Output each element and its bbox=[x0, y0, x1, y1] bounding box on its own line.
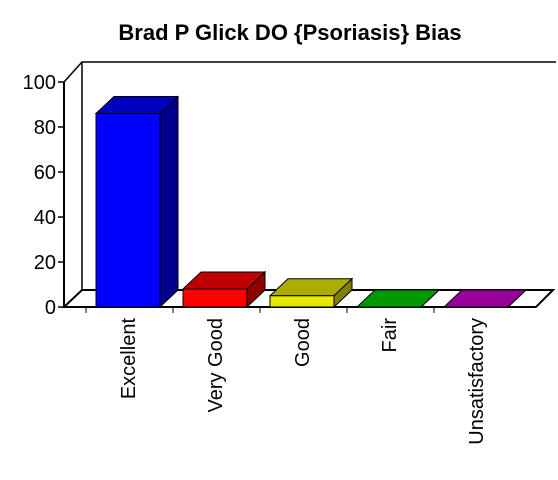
back-wall bbox=[63, 61, 556, 83]
x-tick-label: Very Good bbox=[205, 318, 227, 413]
bar bbox=[182, 288, 248, 308]
x-tick-label: Fair bbox=[379, 318, 401, 353]
bar-side bbox=[159, 95, 179, 309]
y-tick-label: 60 bbox=[34, 162, 56, 184]
bar bbox=[95, 113, 161, 308]
y-tick-label: 0 bbox=[45, 297, 56, 319]
chart-title: Brad P Glick DO {Psoriasis} Bias bbox=[118, 20, 461, 45]
y-tick-label: 100 bbox=[23, 72, 56, 94]
bar bbox=[269, 295, 335, 308]
y-tick-label: 80 bbox=[34, 117, 56, 139]
bar-top bbox=[355, 289, 441, 308]
bar-top bbox=[442, 289, 528, 308]
y-tick-label: 40 bbox=[34, 207, 56, 229]
x-tick-label: Unsatisfactory bbox=[466, 318, 488, 445]
y-tick-label: 20 bbox=[34, 252, 56, 274]
x-tick-label: Excellent bbox=[118, 318, 140, 400]
x-tick-label: Good bbox=[292, 318, 314, 367]
